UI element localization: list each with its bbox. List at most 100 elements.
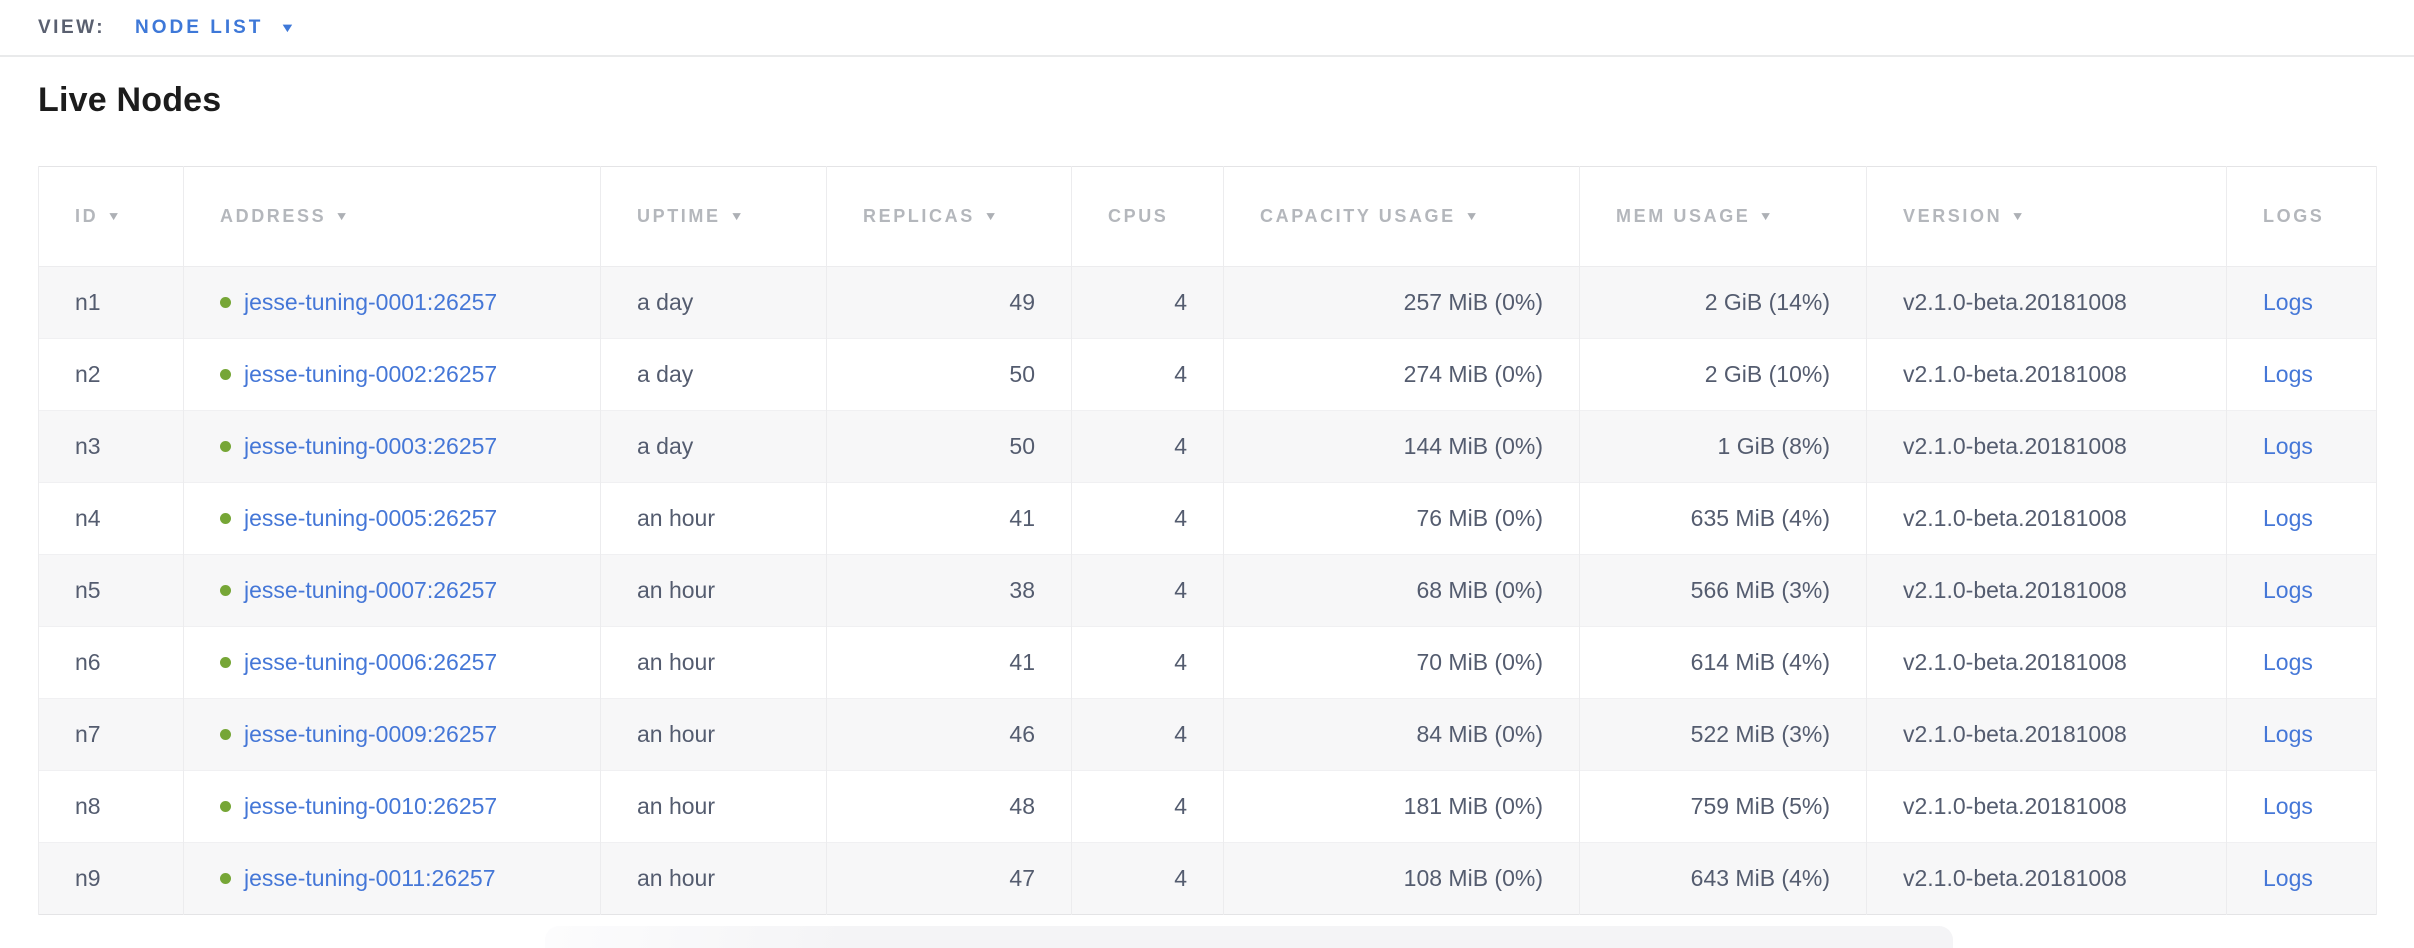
cell-logs: Logs	[2226, 842, 2377, 915]
cell-id: n4	[38, 482, 184, 555]
logs-link[interactable]: Logs	[2263, 361, 2313, 387]
logs-link[interactable]: Logs	[2263, 649, 2313, 675]
cell-address: jesse-tuning-0002:26257	[183, 338, 601, 411]
cell-id: n6	[38, 626, 184, 699]
cell-mem: 566 MiB (3%)	[1579, 554, 1867, 627]
cell-value: v2.1.0-beta.20181008	[1903, 721, 2127, 747]
node-health-dot-icon	[220, 441, 231, 452]
cell-value: 614 MiB (4%)	[1690, 649, 1830, 675]
cell-replicas: 47	[826, 842, 1072, 915]
node-health-dot-icon	[220, 297, 231, 308]
cell-version: v2.1.0-beta.20181008	[1866, 410, 2227, 483]
cell-replicas: 50	[826, 338, 1072, 411]
column-header-label: CPUS	[1108, 206, 1169, 226]
node-address-link[interactable]: jesse-tuning-0003:26257	[244, 433, 498, 459]
node-health-dot-icon	[220, 369, 231, 380]
cell-capacity: 274 MiB (0%)	[1223, 338, 1580, 411]
cell-id: n5	[38, 554, 184, 627]
node-address-link[interactable]: jesse-tuning-0005:26257	[244, 505, 498, 531]
column-header-id[interactable]: ID ▼	[38, 166, 184, 267]
cell-value: 47	[1009, 865, 1035, 891]
column-header-label: VERSION	[1903, 206, 2003, 226]
column-header-label: LOGS	[2263, 206, 2325, 226]
node-address-link[interactable]: jesse-tuning-0002:26257	[244, 361, 498, 387]
table-header-row: ID ▼ ADDRESS ▼ UPTIME ▼ REPLICAS ▼ CPUS CAPACITY …	[38, 166, 2377, 267]
logs-link[interactable]: Logs	[2263, 721, 2313, 747]
cell-value: v2.1.0-beta.20181008	[1903, 433, 2127, 459]
node-address-link[interactable]: jesse-tuning-0011:26257	[244, 865, 496, 891]
cell-value: a day	[637, 361, 694, 387]
logs-link[interactable]: Logs	[2263, 433, 2313, 459]
column-header-label: ADDRESS	[220, 206, 327, 226]
cell-value: 49	[1009, 289, 1035, 315]
table-row: n6 jesse-tuning-0006:26257 an hour 41 4 70 Mi…	[38, 626, 2377, 699]
cell-address: jesse-tuning-0009:26257	[183, 698, 601, 771]
column-header-mem[interactable]: MEM USAGE ▼	[1579, 166, 1867, 267]
cell-replicas: 48	[826, 770, 1072, 843]
cell-version: v2.1.0-beta.20181008	[1866, 482, 2227, 555]
cell-capacity: 108 MiB (0%)	[1223, 842, 1580, 915]
node-health-dot-icon	[220, 585, 231, 596]
cell-uptime: a day	[600, 266, 827, 339]
node-health-dot-icon	[220, 729, 231, 740]
cell-value: 76 MiB (0%)	[1416, 505, 1543, 531]
cell-address: jesse-tuning-0005:26257	[183, 482, 601, 555]
cell-value: n5	[75, 577, 101, 603]
cell-value: 41	[1009, 505, 1035, 531]
cell-value: 38	[1009, 577, 1035, 603]
table-row: n4 jesse-tuning-0005:26257 an hour 41 4 76 Mi…	[38, 482, 2377, 555]
cell-logs: Logs	[2226, 770, 2377, 843]
cell-value: an hour	[637, 505, 716, 531]
logs-link[interactable]: Logs	[2263, 289, 2313, 315]
table-row: n1 jesse-tuning-0001:26257 a day 49 4 257 MiB…	[38, 266, 2377, 339]
cell-cpus: 4	[1071, 698, 1224, 771]
cell-logs: Logs	[2226, 698, 2377, 771]
logs-link[interactable]: Logs	[2263, 793, 2313, 819]
cell-capacity: 76 MiB (0%)	[1223, 482, 1580, 555]
cell-value: 635 MiB (4%)	[1690, 505, 1830, 531]
cell-uptime: a day	[600, 410, 827, 483]
cell-value: 643 MiB (4%)	[1690, 865, 1830, 891]
sort-arrow-icon: ▼	[106, 209, 125, 223]
sort-arrow-icon: ▼	[2010, 209, 2029, 223]
logs-link[interactable]: Logs	[2263, 505, 2313, 531]
column-header-uptime[interactable]: UPTIME ▼	[600, 166, 827, 267]
cell-version: v2.1.0-beta.20181008	[1866, 770, 2227, 843]
cell-logs: Logs	[2226, 482, 2377, 555]
cell-uptime: a day	[600, 338, 827, 411]
table-row: n2 jesse-tuning-0002:26257 a day 50 4 274 MiB…	[38, 338, 2377, 411]
node-address-link[interactable]: jesse-tuning-0010:26257	[244, 793, 498, 819]
cell-value: an hour	[637, 793, 716, 819]
cell-value: a day	[637, 433, 694, 459]
node-address-link[interactable]: jesse-tuning-0006:26257	[244, 649, 498, 675]
logs-link[interactable]: Logs	[2263, 865, 2313, 891]
cell-value: an hour	[637, 577, 716, 603]
cell-cpus: 4	[1071, 482, 1224, 555]
cell-id: n9	[38, 842, 184, 915]
column-header-label: UPTIME	[637, 206, 721, 226]
view-dropdown[interactable]: NODE LIST ▼	[135, 17, 296, 39]
cell-version: v2.1.0-beta.20181008	[1866, 554, 2227, 627]
cell-value: 50	[1009, 361, 1035, 387]
sort-arrow-icon: ▼	[729, 209, 747, 223]
cell-version: v2.1.0-beta.20181008	[1866, 698, 2227, 771]
column-header-address[interactable]: ADDRESS ▼	[183, 166, 601, 267]
column-header-capacity[interactable]: CAPACITY USAGE ▼	[1223, 166, 1580, 267]
cell-value: n4	[75, 505, 101, 531]
logs-link[interactable]: Logs	[2263, 577, 2313, 603]
column-header-replicas[interactable]: REPLICAS ▼	[826, 166, 1072, 267]
cell-value: 4	[1174, 505, 1187, 531]
cell-value: 1 GiB (8%)	[1717, 433, 1830, 459]
table-row: n8 jesse-tuning-0010:26257 an hour 48 4 181 M…	[38, 770, 2377, 843]
node-address-link[interactable]: jesse-tuning-0009:26257	[244, 721, 498, 747]
next-section-edge	[545, 926, 1953, 948]
cell-value: 108 MiB (0%)	[1403, 865, 1543, 891]
node-address-link[interactable]: jesse-tuning-0001:26257	[244, 289, 498, 315]
sort-arrow-icon: ▼	[1464, 209, 1482, 223]
table-row: n9 jesse-tuning-0011:26257 an hour 47 4 108 M…	[38, 842, 2377, 915]
column-header-version[interactable]: VERSION ▼	[1866, 166, 2227, 267]
cell-id: n7	[38, 698, 184, 771]
cell-capacity: 144 MiB (0%)	[1223, 410, 1580, 483]
cell-replicas: 46	[826, 698, 1072, 771]
node-address-link[interactable]: jesse-tuning-0007:26257	[244, 577, 498, 603]
